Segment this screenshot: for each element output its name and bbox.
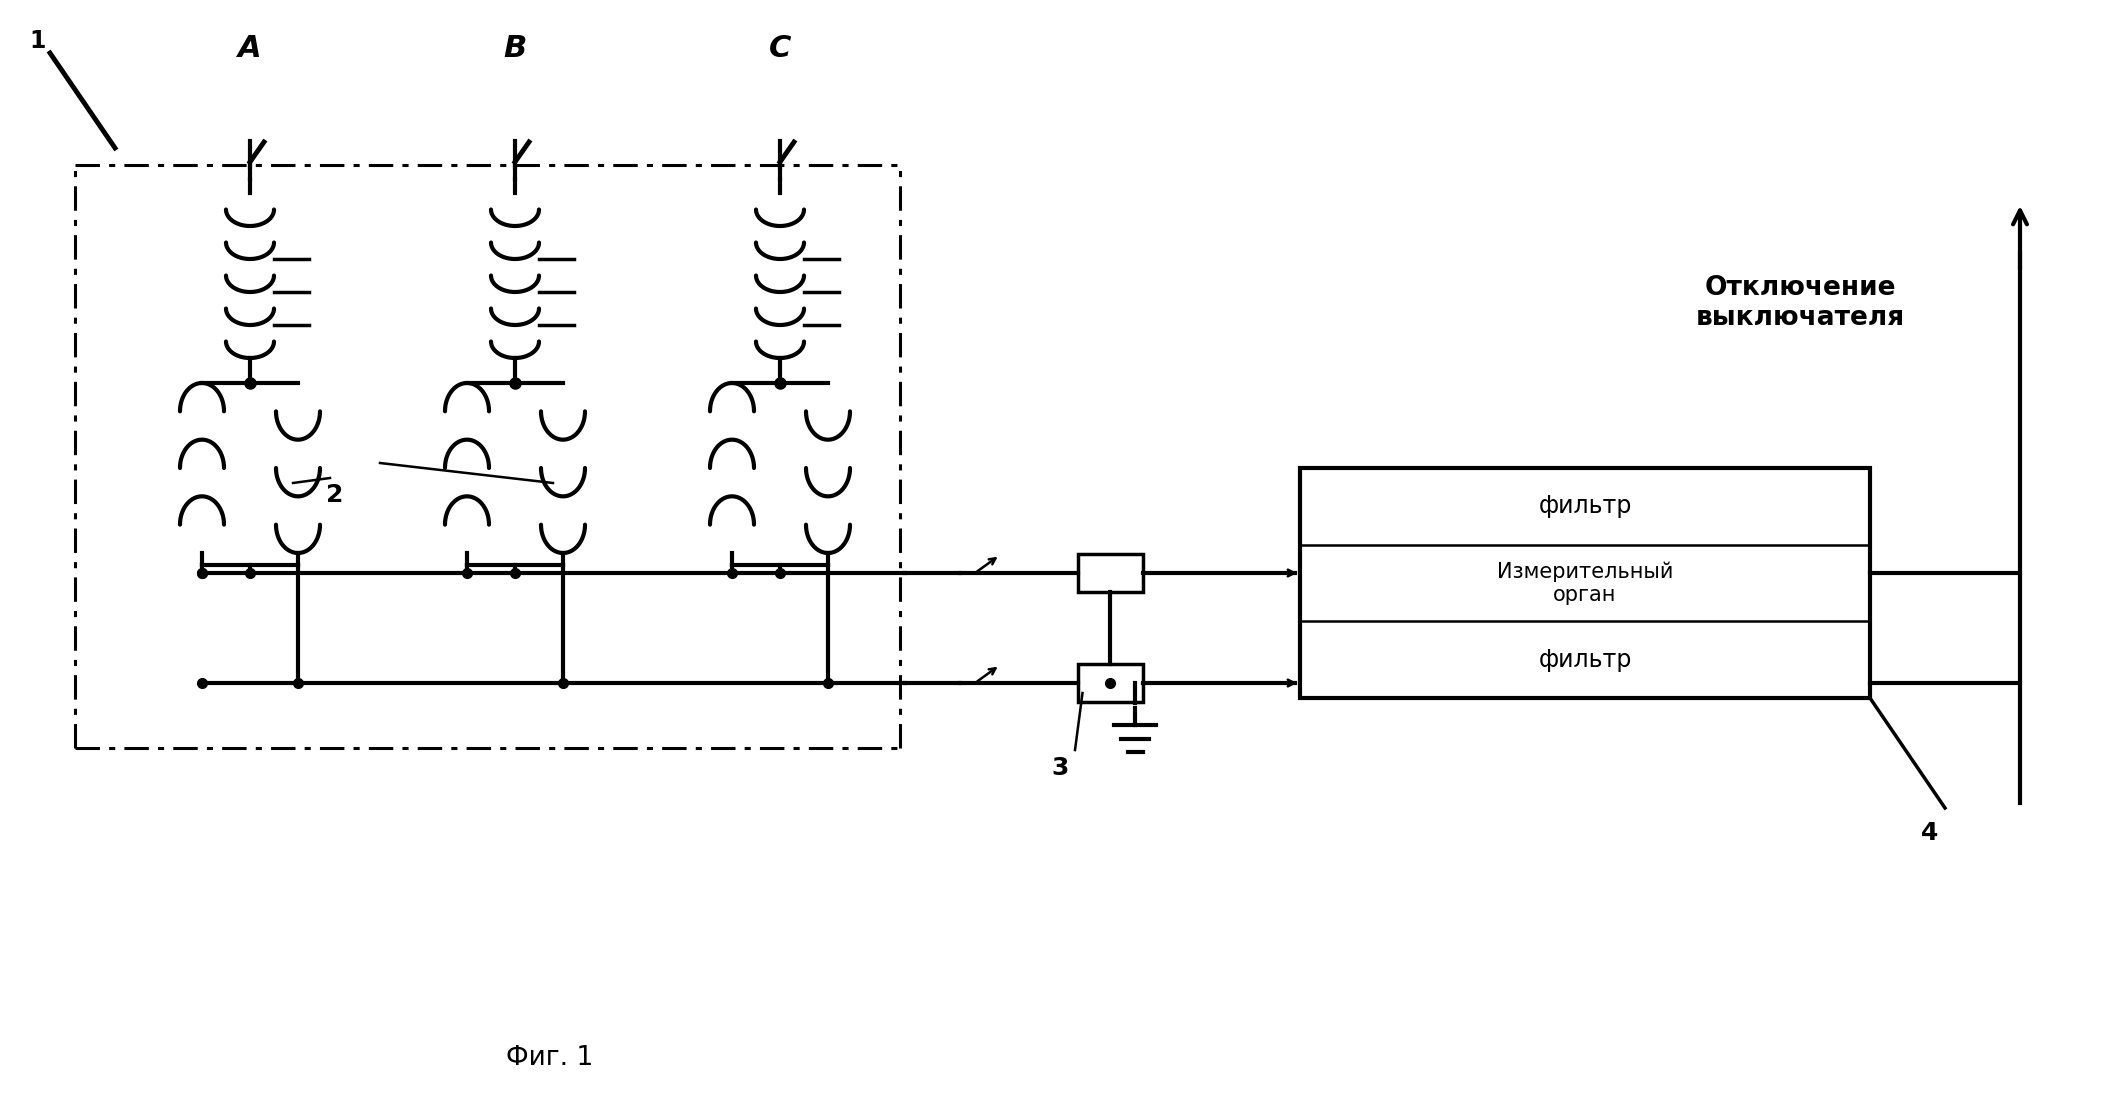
Text: фильтр: фильтр [1538, 494, 1632, 518]
Bar [1077, 664, 1143, 702]
Text: Отключение
выключателя: Отключение выключателя [1696, 275, 1904, 331]
Text: 4: 4 [1921, 821, 1938, 845]
Text: 3: 3 [1052, 756, 1069, 780]
Text: А: А [238, 33, 261, 63]
Text: С: С [769, 33, 790, 63]
Text: 1: 1 [30, 29, 47, 53]
Text: 2: 2 [327, 483, 344, 507]
Text: Измерительный
орган: Измерительный орган [1496, 561, 1672, 604]
Bar [1300, 468, 1870, 698]
Text: фильтр: фильтр [1538, 647, 1632, 672]
Text: Фиг. 1: Фиг. 1 [506, 1045, 593, 1071]
Bar [1077, 554, 1143, 592]
Text: В: В [504, 33, 527, 63]
